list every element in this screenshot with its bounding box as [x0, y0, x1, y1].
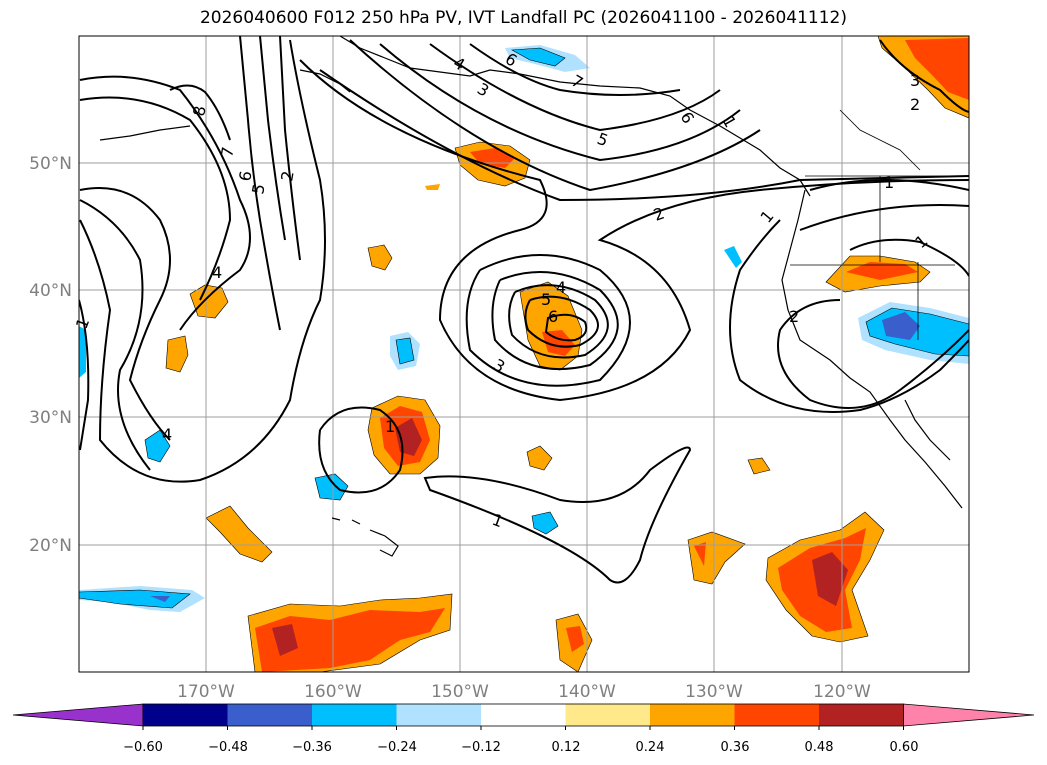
colorbar-border	[142, 703, 904, 727]
colorbar	[12, 703, 1035, 730]
coastlines	[99, 36, 963, 557]
colorbar-segment	[481, 704, 566, 726]
lon-label: 120°W	[813, 682, 871, 702]
contour-label: 6	[235, 169, 255, 182]
colorbar-extend-max	[903, 703, 1035, 727]
colorbar-tick-label: −0.36	[292, 740, 332, 755]
colorbar-tick-label: −0.24	[377, 740, 417, 755]
colorbar-segment	[227, 704, 313, 726]
pv-contours	[79, 36, 969, 584]
lon-label: 170°W	[177, 682, 235, 702]
colorbar-segment	[650, 704, 735, 726]
colorbar-segment	[734, 704, 820, 726]
lat-label: 20°N	[29, 536, 72, 556]
contour-label: 4	[162, 425, 172, 444]
lon-label: 130°W	[685, 682, 743, 702]
colorbar-segment	[396, 704, 482, 726]
contour-label: 1	[884, 173, 894, 192]
contour-label: 5	[541, 290, 551, 309]
contour-label: 8	[189, 104, 209, 117]
contour-label: 7	[217, 145, 237, 158]
lat-label: 30°N	[29, 408, 72, 428]
contour-label: 2	[277, 169, 297, 182]
lat-label: 50°N	[29, 154, 72, 174]
colorbar-tick-label: −0.12	[461, 740, 501, 755]
colorbar-tick-label: 0.24	[636, 740, 665, 755]
contour-label: 2	[910, 95, 920, 114]
lon-label: 140°W	[558, 682, 616, 702]
colorbar-ticks: −0.60 −0.48 −0.36 −0.24 −0.12 0.12 0.24 …	[123, 740, 918, 755]
contour-label: 4	[212, 263, 222, 282]
pv-shading	[79, 36, 969, 672]
lon-labels: 170°W 160°W 150°W 140°W 130°W 120°W	[177, 682, 871, 702]
lon-label: 150°W	[431, 682, 489, 702]
colorbar-tick-label: −0.60	[123, 740, 163, 755]
contour-labels: 8 7 6 5 2 4 1 4 1 3 4 6 6 7 5 2 1 4 5 6 …	[72, 49, 931, 531]
lat-labels: 50°N 40°N 30°N 20°N	[29, 154, 72, 556]
colorbar-segment	[565, 704, 651, 726]
graticule	[79, 36, 969, 672]
contour-label: 3	[910, 71, 920, 90]
colorbar-segment	[312, 704, 397, 726]
colorbar-tick-label: 0.36	[721, 740, 750, 755]
contour-label: 6	[548, 307, 558, 326]
contour-label: 4	[556, 278, 566, 297]
contour-label: 2	[789, 307, 799, 326]
contour-label: 5	[248, 182, 268, 195]
colorbar-tick-label: 0.60	[890, 740, 919, 755]
map-title: 2026040600 F012 250 hPa PV, IVT Landfall…	[199, 8, 847, 28]
map-frame	[78, 35, 970, 673]
lat-label: 40°N	[29, 281, 72, 301]
lon-label: 160°W	[304, 682, 362, 702]
colorbar-segment	[819, 704, 904, 726]
colorbar-tick-label: −0.48	[208, 740, 248, 755]
colorbar-tick-label: 0.12	[552, 740, 581, 755]
contour-label: 1	[385, 417, 395, 436]
colorbar-extend-min	[12, 703, 144, 727]
colorbar-tick-label: 0.48	[805, 740, 834, 755]
colorbar-segment	[143, 704, 228, 726]
